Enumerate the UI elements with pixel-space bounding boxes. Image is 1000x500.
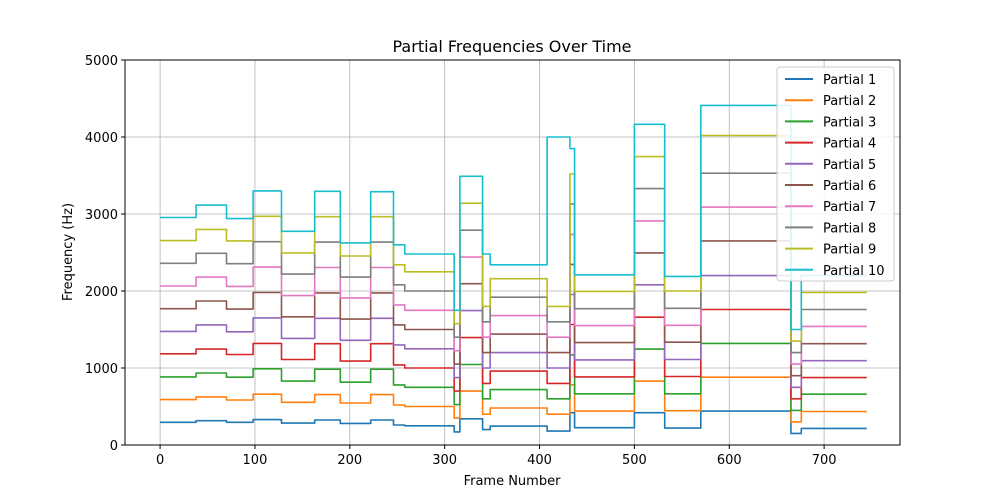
- y-tick-label: 5000: [85, 54, 118, 69]
- x-tick-label: 700: [812, 453, 837, 468]
- x-tick-label: 300: [432, 453, 457, 468]
- x-tick-label: 500: [622, 453, 647, 468]
- x-tick-label: 400: [527, 453, 552, 468]
- chart-title: Partial Frequencies Over Time: [393, 37, 632, 56]
- series-lines: [160, 104, 867, 435]
- series-line-partial-10: [160, 104, 867, 331]
- y-tick-label: 1000: [85, 362, 118, 377]
- x-tick-label: 200: [337, 453, 362, 468]
- series-line-partial-1: [160, 410, 867, 435]
- plot-frame: [124, 59, 901, 446]
- y-tick-label: 2000: [85, 285, 118, 300]
- x-tick-label: 0: [156, 453, 164, 468]
- legend-label: Partial 2: [823, 94, 876, 109]
- legend-label: Partial 7: [823, 200, 876, 215]
- x-tick-label: 100: [243, 453, 268, 468]
- legend-label: Partial 9: [823, 243, 876, 258]
- x-tick-label: 600: [717, 453, 742, 468]
- y-tick-label: 0: [110, 439, 118, 454]
- y-axis-label: Frequency (Hz): [61, 203, 76, 301]
- legend-label: Partial 3: [823, 115, 876, 130]
- y-tick-label: 3000: [85, 208, 118, 223]
- legend-label: Partial 4: [823, 137, 876, 152]
- legend-label: Partial 5: [823, 158, 876, 173]
- legend: Partial 1 Partial 2 Partial 3 Partial 4 Part…: [776, 66, 895, 282]
- x-axis-label: Frame Number: [464, 474, 562, 489]
- axis-ticks: 0 100 200 300 400 500 600 700 0 1000 2000 3000 4000 5…: [85, 54, 837, 468]
- legend-label: Partial 10: [823, 264, 885, 279]
- legend-label: Partial 1: [823, 73, 876, 88]
- legend-label: Partial 6: [823, 179, 876, 194]
- y-tick-label: 4000: [85, 131, 118, 146]
- legend-label: Partial 8: [823, 221, 876, 236]
